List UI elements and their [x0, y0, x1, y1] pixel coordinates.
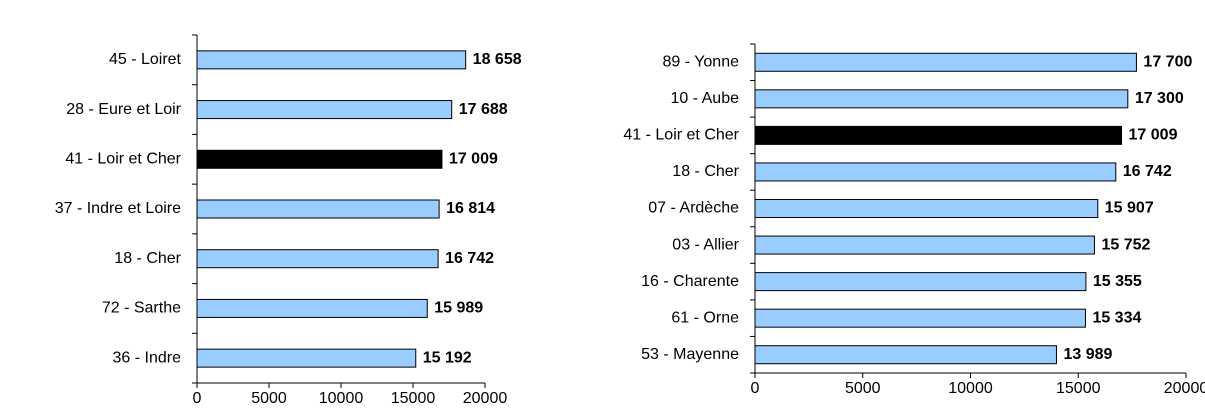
- category-label: 41 - Loir et Cher: [65, 151, 181, 168]
- category-label: 53 - Mayenne: [641, 346, 739, 363]
- value-label: 13 989: [1063, 346, 1112, 363]
- bar: [754, 308, 1086, 328]
- x-tick-label: 20000: [1164, 380, 1205, 397]
- category-label: 89 - Yonne: [662, 53, 739, 70]
- category-label: 61 - Orne: [671, 309, 739, 326]
- bar: [196, 249, 439, 269]
- x-tick-label: 5000: [251, 390, 287, 407]
- category-label: 16 - Charente: [641, 273, 739, 290]
- value-label: 15 355: [1093, 273, 1142, 290]
- category-label: 36 - Indre: [113, 349, 182, 366]
- bar: [196, 100, 453, 120]
- value-label: 16 742: [1123, 163, 1172, 180]
- bar: [754, 272, 1087, 292]
- bar: [196, 50, 467, 70]
- bar: [754, 125, 1123, 145]
- x-tick-label: 15000: [1056, 380, 1101, 397]
- value-label: 16 814: [446, 200, 495, 217]
- category-label: 37 - Indre et Loire: [55, 200, 181, 217]
- value-label: 17 688: [459, 101, 508, 118]
- bar: [754, 235, 1095, 255]
- bar: [754, 199, 1099, 218]
- bar: [196, 199, 440, 219]
- value-label: 17 009: [1129, 127, 1178, 144]
- value-label: 15 334: [1092, 309, 1141, 326]
- x-tick-label: 15000: [391, 390, 436, 407]
- category-label: 28 - Eure et Loir: [66, 101, 181, 118]
- bar: [754, 345, 1057, 365]
- x-tick-label: 20000: [463, 390, 508, 407]
- value-label: 17 300: [1135, 90, 1184, 107]
- x-tick-label: 0: [193, 390, 202, 407]
- x-tick-label: 10000: [319, 390, 364, 407]
- category-label: 03 - Allier: [672, 236, 739, 253]
- bar: [754, 162, 1117, 182]
- value-label: 15 752: [1101, 236, 1150, 253]
- value-label: 17 009: [449, 151, 498, 168]
- category-label: 41 - Loir et Cher: [623, 127, 739, 144]
- value-label: 15 907: [1105, 200, 1154, 217]
- category-label: 45 - Loiret: [109, 51, 182, 68]
- category-label: 72 - Sarthe: [102, 300, 181, 317]
- category-label: 18 - Cher: [672, 163, 739, 180]
- x-tick-label: 5000: [845, 380, 881, 397]
- category-label: 18 - Cher: [114, 250, 181, 267]
- category-label: 07 - Ardèche: [648, 200, 739, 217]
- value-label: 17 700: [1143, 53, 1192, 70]
- x-tick-label: 10000: [948, 380, 993, 397]
- x-tick-label: 0: [751, 380, 760, 397]
- bar: [754, 52, 1137, 72]
- bar: [754, 89, 1129, 109]
- bar: [196, 149, 443, 169]
- value-label: 16 742: [445, 250, 494, 267]
- value-label: 18 658: [473, 51, 522, 68]
- category-label: 10 - Aube: [671, 90, 740, 107]
- bar: [196, 298, 428, 318]
- value-label: 15 989: [434, 300, 483, 317]
- bar: [196, 348, 417, 368]
- value-label: 15 192: [423, 349, 472, 366]
